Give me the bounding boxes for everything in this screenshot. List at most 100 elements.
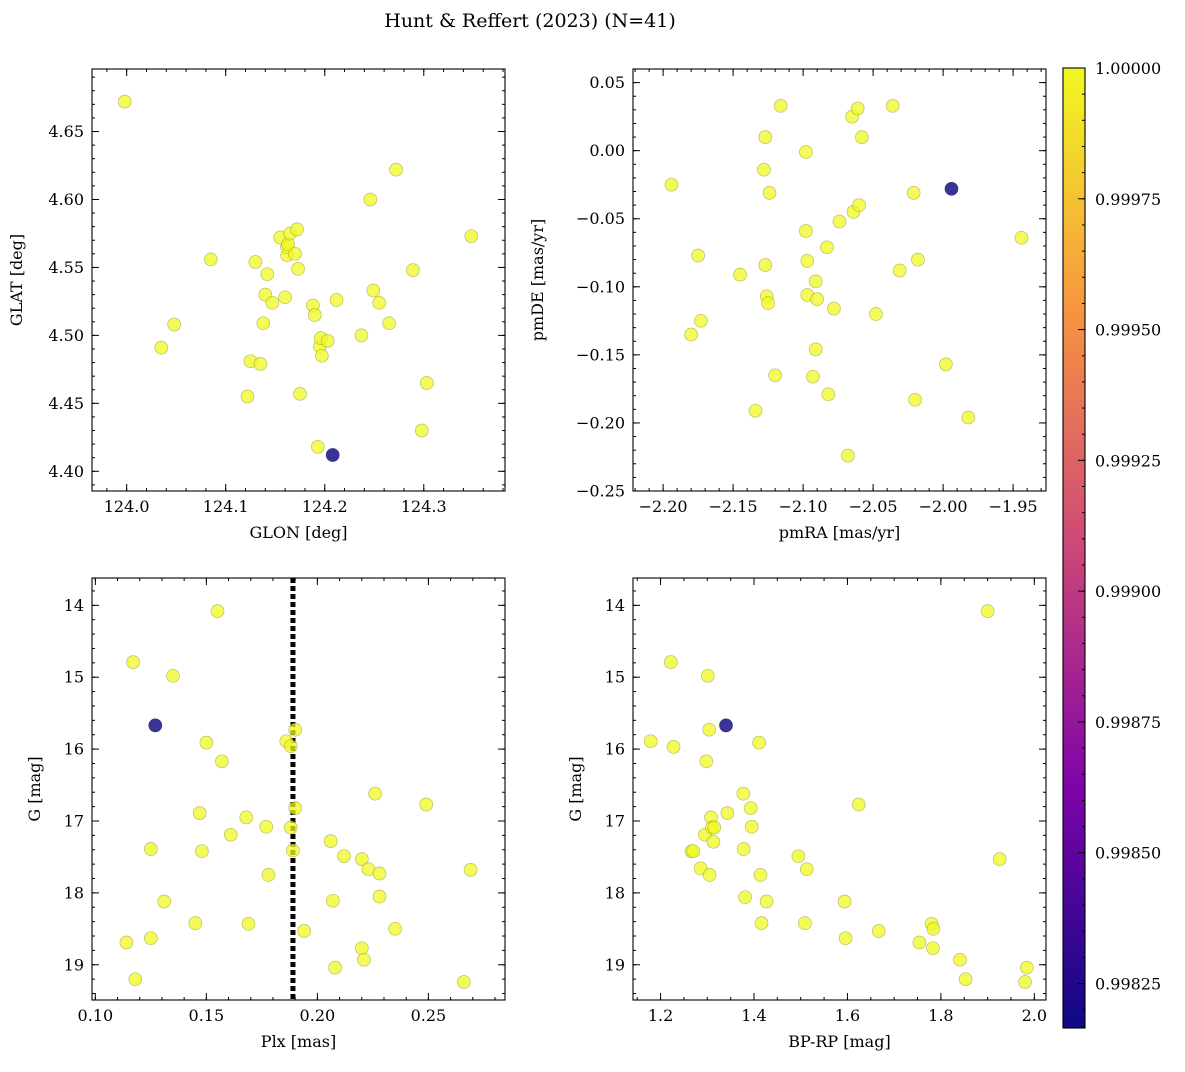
colorbar-tick-label: 1.00000 [1095,59,1161,78]
star-point [154,340,169,355]
highlighted-star-point [148,718,163,733]
star-point [320,333,335,348]
star-point [799,224,813,238]
star-point [215,754,229,769]
star-point [166,668,180,683]
scatter-panel-bottom-right: 1.2 1.4 1.6 1.8 2.0 14 15 16 17 18 19 BP-RP [mag] G … [566,577,1047,1051]
star-point [314,348,329,363]
star-point [911,252,925,267]
star-point [297,924,311,938]
figure-title: Hunt & Reffert (2023) (N=41) [384,10,676,32]
scatter-panel-bottom-left: 0.10 0.15 0.20 0.25 14 15 16 17 18 19 Plx [mas] G [… [25,577,506,1051]
y-tick-label: 0.05 [589,73,625,92]
colorbar-frame [1062,67,1086,1029]
star-point [762,186,777,200]
star-point [261,868,276,882]
y-tick-label: 18 [605,883,625,902]
y-tick-label: 19 [605,955,625,974]
star-point [259,819,274,834]
star-point [912,935,927,950]
y-tick-label: 16 [605,740,625,759]
scatter-panel-top-left: 124.0 124.1 124.2 124.3 4.40 4.45 4.50 4.55 4.60… [7,68,506,542]
star-point [278,290,292,305]
x-tick-label: 0.20 [300,1006,336,1025]
star-point [464,229,479,244]
star-point [283,820,298,835]
axis-ticks [92,578,505,1000]
star-point [1014,230,1029,245]
y-tick-label: 17 [605,811,625,830]
star-point [188,916,203,930]
star-point [288,246,302,261]
star-point [768,368,782,383]
plot-area [643,604,1034,989]
star-point [810,292,824,306]
y-axis-label: GLAT [deg] [7,234,26,326]
y-tick-label: 4.45 [48,394,84,413]
star-point [1018,975,1032,989]
y-tick-label: 14 [64,596,84,615]
star-point [463,863,478,877]
star-point [372,295,387,310]
star-point [958,972,973,987]
x-tick-label: 0.15 [189,1006,225,1025]
star-point [838,931,853,946]
star-point [852,198,866,212]
colorbar: 0.99825 0.99850 0.99875 0.99900 0.99925 0.999… [1062,59,1161,1029]
star-point [354,328,369,343]
x-tick-label: −2.10 [779,497,828,516]
axis-ticks [633,68,1046,492]
star-point [366,283,381,298]
star-point [908,392,922,407]
y-tick-label: 17 [64,811,84,830]
x-tick-label: −1.95 [989,497,1038,516]
star-point [363,192,378,207]
axes-frame [91,68,506,492]
star-point [758,258,773,272]
star-point [953,952,967,967]
star-point [684,327,698,342]
star-point [357,952,371,967]
star-point [260,267,275,282]
star-point [354,852,369,866]
star-point [368,786,382,801]
scatter-panel-top-right: −2.20 −2.15 −2.10 −2.05 −2.00 −1.95 −0.25 −0.20… [528,68,1047,542]
star-point [419,376,434,390]
y-tick-label: 19 [64,955,84,974]
star-point [744,819,759,834]
plot-area [119,578,478,1000]
y-tick-label: 0.00 [589,141,625,160]
y-tick-label: −0.05 [576,209,625,228]
star-point [239,810,254,825]
star-point [337,849,351,864]
axes-frame [632,577,1047,1001]
x-axis-label: BP-RP [mag] [788,1032,890,1051]
star-point [288,722,303,737]
star-point [806,369,820,384]
star-point [328,960,342,975]
y-tick-label: −0.15 [576,345,625,364]
star-point [753,868,768,882]
star-point [702,868,717,882]
star-point [939,357,953,372]
y-tick-label: 4.55 [48,258,84,277]
star-point [855,130,869,144]
y-tick-label: 15 [64,668,84,687]
star-point [329,293,344,307]
colorbar-gradient [1063,68,1085,1028]
star-point [203,252,218,267]
star-point [980,604,995,618]
star-point [850,101,865,116]
star-point [837,894,852,909]
star-point [210,604,225,618]
colorbar-tick-label: 0.99825 [1095,975,1161,994]
star-point [199,735,214,750]
x-tick-label: 124.2 [302,497,348,516]
star-point [752,735,766,750]
colorbar-tick-label: 0.99875 [1095,713,1161,732]
x-axis-label: pmRA [mas/yr] [779,523,901,542]
star-point [892,263,907,278]
colorbar-tick-label: 0.99900 [1095,582,1161,601]
x-axis-label: GLON [deg] [249,523,347,542]
